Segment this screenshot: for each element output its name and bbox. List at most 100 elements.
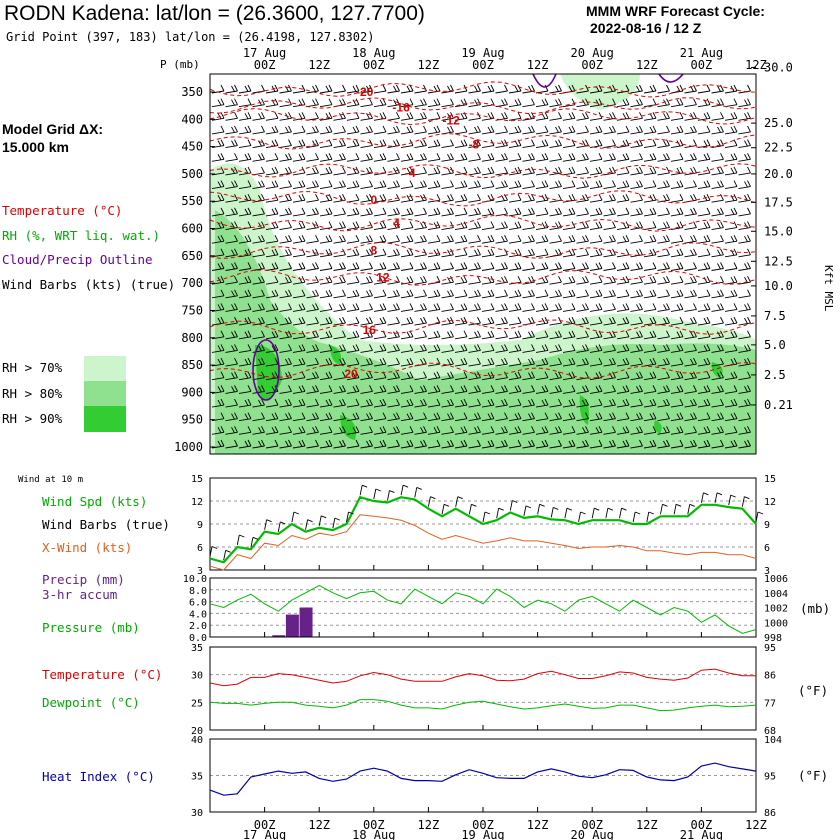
wind-barb-flag	[352, 304, 357, 311]
wind-barb-flag	[420, 317, 424, 324]
wind-barb	[292, 145, 306, 149]
wind-barb-flag	[247, 330, 252, 337]
wind-barb	[684, 363, 697, 367]
wind-barb-flag	[261, 84, 265, 92]
wind-barb	[724, 172, 738, 176]
wind-barb-flag	[436, 194, 441, 201]
wind-barb-flag	[663, 345, 667, 352]
wind-barb	[616, 336, 630, 340]
wind-barb-flag	[474, 167, 478, 174]
wind-barb-flag	[355, 207, 360, 215]
wind-barb-flag	[490, 426, 495, 433]
wind-barb-flag	[244, 399, 249, 406]
wind-barb-flag	[531, 248, 535, 256]
wind-barb-flag	[301, 153, 306, 160]
wind-barb-flag	[379, 440, 384, 447]
temp-f-unit-label: (°F)	[798, 683, 829, 698]
wind-barb	[211, 117, 225, 121]
wind-barb-flag	[531, 316, 535, 324]
wind-barb	[454, 199, 468, 203]
wind-barb-flag	[423, 262, 427, 269]
wind-barb	[414, 145, 427, 149]
wind-barb	[724, 268, 738, 271]
wind-barb-flag	[528, 85, 532, 92]
wind-barb-flag	[247, 180, 252, 187]
wind-barb	[657, 309, 670, 312]
wind-barb	[522, 240, 535, 244]
wind-barb-flag	[433, 304, 438, 311]
wind-barb-flag	[301, 426, 306, 433]
wind-barb-flag	[423, 289, 427, 297]
wind-barb	[711, 309, 724, 312]
temp-panel-frame	[209, 646, 757, 731]
wind-barb-flag	[258, 399, 262, 406]
wind-barb-flag	[220, 234, 225, 242]
wind-barb	[414, 309, 427, 312]
wind-barb-flag	[258, 345, 262, 352]
temp-ytick-c: 25	[191, 698, 203, 709]
wind-barb-flag	[288, 153, 292, 160]
wind-barb	[400, 349, 414, 353]
wind-barb-flag	[544, 412, 549, 419]
wind-barb-flag	[652, 207, 657, 215]
wind-barb	[549, 254, 562, 258]
wind-barb	[481, 240, 495, 244]
wind-barb-flag	[261, 289, 265, 297]
wind-barb-flag	[571, 248, 576, 256]
wind-barb-flag	[706, 439, 711, 447]
wind-barb-flag	[460, 399, 465, 406]
wind-barb	[535, 309, 549, 312]
wind-barb-flag	[328, 412, 333, 419]
wind-barb	[549, 172, 562, 176]
wind-barb-flag	[690, 167, 694, 174]
wind-barb	[657, 281, 670, 285]
wind-barb	[495, 117, 508, 121]
wind-barb-flag	[693, 262, 697, 269]
wind-barb	[306, 90, 319, 94]
wind-barb	[292, 322, 306, 326]
wind-barb	[522, 254, 535, 258]
wind-barb-flag	[450, 139, 454, 146]
wind-barb	[643, 268, 657, 271]
wind-barb	[508, 322, 522, 326]
wind-barb	[657, 363, 670, 367]
wind-barb-flag	[720, 194, 724, 201]
model-grid-value: 15.000 km	[2, 139, 69, 155]
wind-barb-flag	[528, 358, 532, 365]
surface-wind-barb	[523, 505, 527, 516]
wind-barb-flag	[258, 113, 262, 120]
wind-barb	[225, 104, 238, 108]
wind-barb	[387, 363, 400, 367]
wind-barb-flag	[274, 371, 279, 378]
wind-barb	[657, 145, 670, 149]
wind-barb-flag	[396, 330, 400, 337]
wind-barb-flag	[423, 125, 427, 133]
wind-barb-flag	[382, 439, 387, 447]
wind-barb	[319, 404, 333, 408]
wind-barb-flag	[423, 303, 427, 310]
wind-barb-flag	[703, 263, 708, 270]
wind-barb-flag	[436, 426, 441, 433]
wind-barb	[562, 377, 576, 381]
isotherm-line	[210, 241, 756, 259]
wind-barb-flag	[690, 290, 694, 297]
wind-barb-flag	[271, 249, 276, 256]
wind-barb	[400, 390, 414, 394]
wind-barb-flag	[450, 234, 454, 242]
wind-barb-flag	[285, 399, 289, 406]
wind-barb-flag	[396, 289, 400, 297]
wind-barb-flag	[703, 113, 708, 120]
wind-barb-flag	[625, 180, 630, 187]
wind-barb	[724, 117, 738, 121]
wind-barb-flag	[571, 439, 576, 447]
wind-barb-flag	[517, 234, 522, 242]
wind-barb-flag	[639, 248, 643, 256]
wind-barb	[495, 295, 508, 299]
wind-barb	[400, 363, 414, 367]
surface-wind-barb-flag	[321, 515, 327, 519]
height-tick-label: 7.5	[764, 309, 786, 323]
wind-barb-flag	[595, 427, 600, 434]
wind-barb-flag	[423, 316, 427, 324]
wind-barb	[643, 431, 657, 435]
wind-barb-flag	[649, 208, 654, 215]
